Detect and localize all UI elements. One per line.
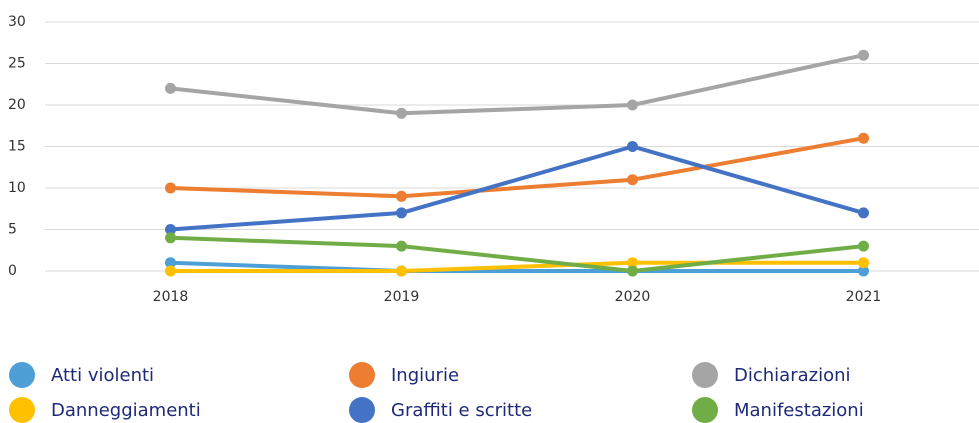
point (165, 257, 176, 269)
point (396, 190, 407, 202)
y-tick-label: 30 (8, 14, 26, 30)
point (627, 265, 638, 277)
series-line (170, 53, 864, 116)
x-tick-label: 2020 (615, 289, 651, 305)
point (858, 207, 869, 219)
legend-swatch (692, 362, 718, 388)
point (165, 182, 176, 194)
legend-swatch (9, 362, 35, 388)
point (858, 265, 869, 277)
point (165, 265, 176, 277)
series-line (170, 260, 864, 273)
legend-label: Dichiarazioni (734, 365, 851, 386)
point (165, 82, 176, 94)
y-tick-label: 10 (8, 180, 26, 196)
legend-label: Atti violenti (51, 365, 154, 386)
legend-swatch (692, 397, 718, 423)
point (627, 257, 638, 269)
point (858, 240, 869, 252)
series-line (170, 235, 864, 273)
series-line (170, 136, 864, 199)
point (396, 207, 407, 219)
point (858, 257, 869, 269)
x-tick-label: 2019 (384, 289, 420, 305)
legend-label: Manifestazioni (734, 400, 864, 421)
legend-label: Danneggiamenti (51, 400, 201, 421)
point (396, 107, 407, 119)
y-tick-label: 0 (8, 263, 17, 279)
x-tick-label: 2018 (153, 289, 189, 305)
x-tick-label: 2021 (846, 289, 882, 305)
series-line (170, 260, 864, 273)
point (165, 224, 176, 235)
point (858, 132, 869, 144)
point (165, 232, 176, 244)
series-line (170, 144, 865, 232)
y-tick-label: 5 (8, 222, 17, 238)
y-tick-label: 20 (8, 97, 26, 113)
point (627, 174, 638, 186)
legend-swatch (9, 397, 35, 423)
point (396, 240, 407, 252)
point (858, 49, 869, 61)
legend-label: Graffiti e scritte (391, 400, 532, 421)
point (627, 141, 638, 152)
y-tick-label: 15 (8, 139, 26, 155)
y-tick-label: 25 (8, 56, 26, 72)
point (627, 99, 638, 111)
legend-swatch (349, 362, 375, 388)
point (396, 265, 407, 277)
legend-label: Ingiurie (391, 365, 459, 386)
legend-swatch (349, 397, 375, 423)
